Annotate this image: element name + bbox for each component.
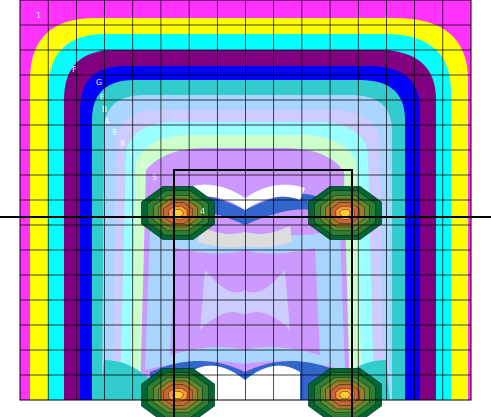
- contour-label: 9: [112, 128, 117, 137]
- hotspot: [141, 368, 215, 417]
- contour-label: F: [72, 65, 77, 74]
- band-bottom-teal: [100, 360, 150, 400]
- contour-label: 7: [128, 150, 133, 159]
- contour-label: 5: [152, 173, 157, 182]
- plot-frame: [19, 0, 472, 401]
- band-white-arch: [185, 184, 305, 210]
- hotspot-ring: [339, 391, 351, 399]
- contour-label: A: [104, 117, 110, 126]
- hotspot-ring: [339, 209, 351, 217]
- hotspot-group: [141, 186, 382, 417]
- contour-label: E: [100, 93, 105, 102]
- contour-label: 1: [36, 11, 41, 20]
- contour-label: 4: [200, 207, 205, 216]
- band-waist-white: [198, 226, 292, 248]
- hotspot-ring: [172, 391, 184, 399]
- contour-label: C: [60, 43, 66, 52]
- hotspot: [308, 186, 382, 240]
- contour-label: 6: [140, 161, 145, 170]
- center-window: [173, 169, 353, 417]
- contour-label: 8: [120, 139, 125, 148]
- contour-label: G: [96, 78, 102, 87]
- grid: [20, 0, 471, 400]
